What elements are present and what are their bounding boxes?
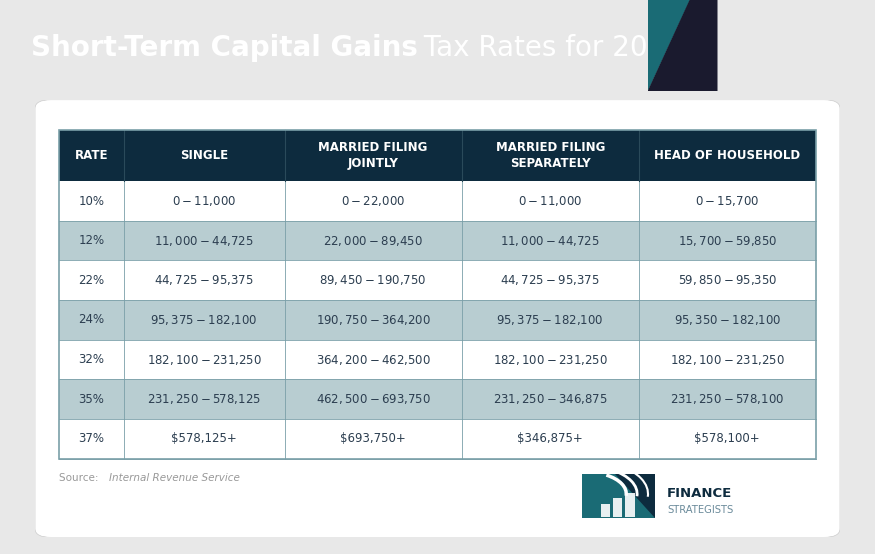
Text: 32%: 32% <box>79 353 104 366</box>
Text: MARRIED FILING
JOINTLY: MARRIED FILING JOINTLY <box>318 141 428 170</box>
Text: 24%: 24% <box>78 314 104 326</box>
Bar <box>60 379 816 419</box>
Text: Short-Term Capital Gains: Short-Term Capital Gains <box>31 34 417 61</box>
Text: $231,250 - $578,125: $231,250 - $578,125 <box>147 392 261 406</box>
Text: 35%: 35% <box>79 393 104 406</box>
Bar <box>60 300 816 340</box>
Text: STRATEGISTS: STRATEGISTS <box>667 505 733 515</box>
Text: 37%: 37% <box>79 432 104 445</box>
Bar <box>60 260 816 300</box>
Text: HEAD OF HOUSEHOLD: HEAD OF HOUSEHOLD <box>654 149 801 162</box>
Text: FINANCE: FINANCE <box>667 487 732 500</box>
Text: $0 - $11,000: $0 - $11,000 <box>172 194 236 208</box>
Text: $44,725 - $95,375: $44,725 - $95,375 <box>500 273 600 288</box>
Text: $693,750+: $693,750+ <box>340 432 406 445</box>
Text: Internal Revenue Service: Internal Revenue Service <box>109 473 240 483</box>
Text: $95,350 - $182,100: $95,350 - $182,100 <box>674 313 781 327</box>
Bar <box>60 221 816 260</box>
Text: $462,500 - $693,750: $462,500 - $693,750 <box>316 392 430 406</box>
Wedge shape <box>682 91 875 187</box>
Text: $364,200 - $462,500: $364,200 - $462,500 <box>316 352 430 367</box>
Text: $182,100 - $231,250: $182,100 - $231,250 <box>669 352 785 367</box>
Text: $0 - $15,700: $0 - $15,700 <box>696 194 760 208</box>
Text: $11,000 - $44,725: $11,000 - $44,725 <box>154 234 254 248</box>
Text: $231,250 - $346,875: $231,250 - $346,875 <box>493 392 607 406</box>
Text: $0 - $11,000: $0 - $11,000 <box>518 194 582 208</box>
Text: $22,000 - $89,450: $22,000 - $89,450 <box>323 234 424 248</box>
Text: $95,375 - $182,100: $95,375 - $182,100 <box>496 313 604 327</box>
Text: SINGLE: SINGLE <box>180 149 228 162</box>
Text: $15,700 - $59,850: $15,700 - $59,850 <box>677 234 777 248</box>
Text: $578,100+: $578,100+ <box>695 432 760 445</box>
Text: $11,000 - $44,725: $11,000 - $44,725 <box>500 234 600 248</box>
Bar <box>60 419 816 459</box>
Text: $95,375 - $182,100: $95,375 - $182,100 <box>150 313 258 327</box>
Bar <box>600 504 610 517</box>
Polygon shape <box>648 0 690 91</box>
Text: $182,100 - $231,250: $182,100 - $231,250 <box>493 352 608 367</box>
Bar <box>612 498 622 517</box>
Text: $89,450 - $190,750: $89,450 - $190,750 <box>319 273 427 288</box>
Text: $0 - $22,000: $0 - $22,000 <box>341 194 405 208</box>
Text: 12%: 12% <box>78 234 104 247</box>
Text: 10%: 10% <box>79 194 104 208</box>
Polygon shape <box>615 474 654 517</box>
Text: Source:: Source: <box>60 473 102 483</box>
Text: RATE: RATE <box>74 149 108 162</box>
Text: $59,850 - $95,350: $59,850 - $95,350 <box>677 273 777 288</box>
Text: $44,725 - $95,375: $44,725 - $95,375 <box>154 273 254 288</box>
Polygon shape <box>662 0 696 91</box>
Text: MARRIED FILING
SEPARATELY: MARRIED FILING SEPARATELY <box>495 141 605 170</box>
Bar <box>583 474 654 517</box>
Text: 22%: 22% <box>78 274 104 287</box>
Text: $578,125+: $578,125+ <box>172 432 237 445</box>
Text: $346,875+: $346,875+ <box>517 432 583 445</box>
Bar <box>625 493 634 517</box>
Text: Tax Rates for 2023: Tax Rates for 2023 <box>415 34 683 61</box>
Polygon shape <box>648 0 718 91</box>
Bar <box>60 130 816 459</box>
FancyBboxPatch shape <box>35 100 840 537</box>
Bar <box>60 181 816 221</box>
Text: $182,100 - $231,250: $182,100 - $231,250 <box>146 352 262 367</box>
Text: $190,750 - $364,200: $190,750 - $364,200 <box>316 313 430 327</box>
Bar <box>60 340 816 379</box>
Text: $231,250 - $578,100: $231,250 - $578,100 <box>670 392 784 406</box>
Bar <box>60 130 816 181</box>
